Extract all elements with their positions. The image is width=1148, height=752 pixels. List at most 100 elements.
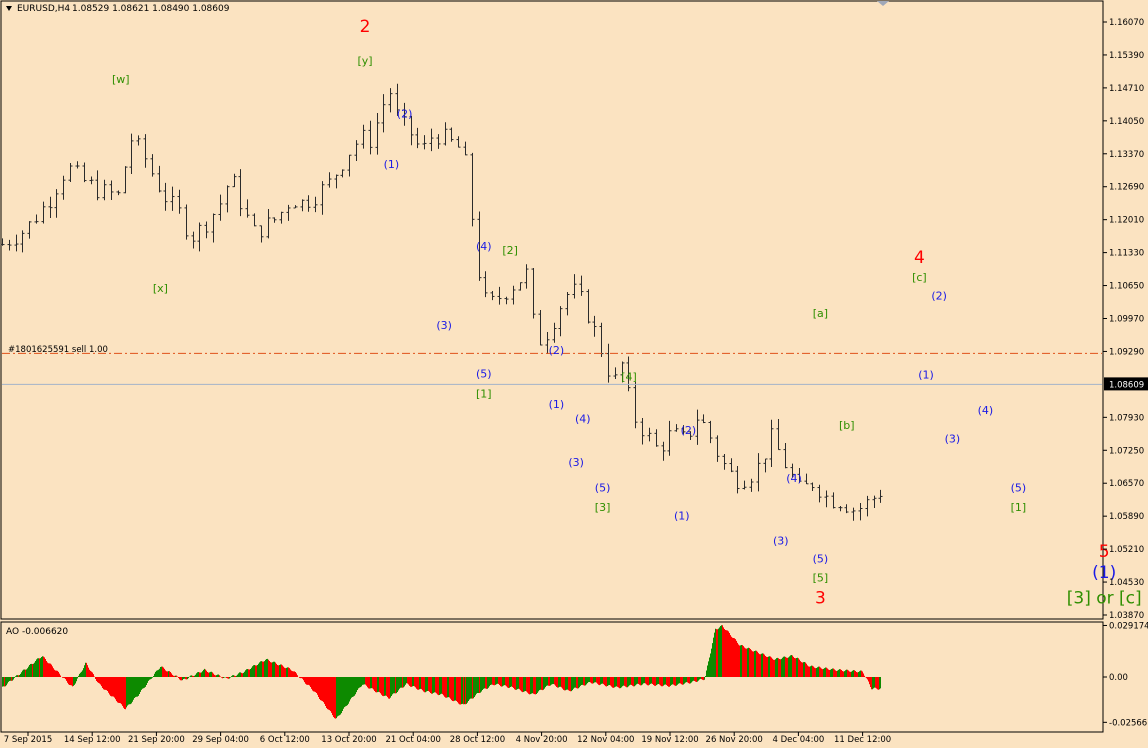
- time-tick-label: 29 Sep 04:00: [192, 735, 249, 745]
- ao-tick-label: 0.00: [1109, 673, 1128, 683]
- wave-label: [w]: [112, 73, 130, 86]
- ao-indicator-label: AO -0.006620: [6, 627, 68, 637]
- order-line-label: #1801625591 sell 1.00: [8, 345, 108, 355]
- current-price-label: 1.08609: [1109, 380, 1144, 390]
- price-tick-label: 1.04530: [1109, 578, 1144, 588]
- price-bar: [538, 310, 543, 346]
- price-bar: [14, 234, 19, 252]
- price-bar: [681, 425, 686, 435]
- price-bar: [116, 190, 121, 196]
- wave-label: [b]: [839, 419, 855, 432]
- price-bar: [184, 204, 189, 240]
- wave-label: (1): [674, 510, 690, 523]
- price-bar: [735, 465, 740, 494]
- price-tick-label: 1.09290: [1109, 347, 1144, 357]
- price-bar: [497, 286, 502, 305]
- price-bar: [375, 113, 380, 155]
- price-bar: [851, 507, 856, 521]
- price-tick-label: 1.15390: [1109, 51, 1144, 61]
- price-bar: [824, 490, 829, 508]
- wave-label: (5): [595, 481, 611, 494]
- price-bar: [579, 275, 584, 296]
- ao-axis: 0.029174 0.00 -0.02566: [1103, 621, 1148, 728]
- wave-label: [3]: [595, 501, 611, 514]
- price-tick-label: 1.13370: [1109, 150, 1144, 160]
- price-bar: [54, 189, 59, 218]
- price-bar: [586, 289, 591, 324]
- ohlc-values: 1.08529 1.08621 1.08490 1.08609: [72, 4, 230, 14]
- wave-label: (1): [384, 158, 400, 171]
- price-bar: [647, 427, 652, 442]
- ao-histogram: [2, 625, 881, 719]
- price-axis: 1.16070 1.15390 1.14710 1.14050 1.13370 1.126…: [1103, 18, 1144, 621]
- price-bar: [34, 214, 39, 224]
- price-panel-frame: [0, 0, 1104, 620]
- price-tick-label: 1.14050: [1109, 117, 1144, 127]
- time-tick-label: 21 Sep 20:00: [128, 735, 185, 745]
- price-bar: [756, 453, 761, 492]
- price-bar: [41, 201, 46, 224]
- price-bar: [449, 127, 454, 142]
- price-bar: [620, 361, 625, 383]
- wave-label: [y]: [357, 55, 372, 68]
- price-bar: [804, 473, 809, 485]
- price-bar: [477, 211, 482, 281]
- price-bar: [858, 503, 863, 521]
- price-bar: [197, 222, 202, 252]
- price-bar: [252, 213, 257, 227]
- price-bar: [402, 102, 407, 126]
- price-bar: [347, 154, 352, 177]
- price-bar: [75, 161, 80, 169]
- price-bar: [422, 135, 427, 150]
- wave-label: [x]: [153, 282, 168, 295]
- price-bar: [232, 173, 237, 188]
- price-bar: [306, 195, 311, 212]
- price-tick-label: 1.07250: [1109, 446, 1144, 456]
- price-bar: [456, 136, 461, 148]
- price-bar: [286, 204, 291, 221]
- price-bar: [633, 381, 638, 429]
- time-tick-label: 21 Oct 04:00: [385, 735, 440, 745]
- price-bar: [61, 175, 66, 200]
- price-bar: [654, 429, 659, 447]
- dropdown-arrow-icon[interactable]: [6, 6, 12, 11]
- wave-label: (3): [773, 534, 789, 547]
- price-bar: [20, 230, 25, 253]
- wave-label: (3): [568, 456, 584, 469]
- price-bar: [89, 176, 94, 185]
- time-axis: 7 Sep 2015 14 Sep 12:00 21 Sep 20:00 29 Sep…: [4, 732, 891, 745]
- price-bars: [0, 83, 883, 521]
- price-bar: [531, 267, 536, 319]
- price-bar: [463, 141, 468, 156]
- time-tick-label: 4 Dec 04:00: [773, 735, 825, 745]
- price-bar: [136, 135, 141, 146]
- price-bar: [674, 424, 679, 432]
- price-tick-label: 1.12690: [1109, 183, 1144, 193]
- price-bar: [667, 420, 672, 456]
- wave-label: [5]: [813, 572, 829, 585]
- wave-label: [4]: [621, 370, 637, 383]
- price-bar: [388, 88, 393, 113]
- price-bar: [266, 208, 271, 239]
- shift-marker-icon[interactable]: [877, 1, 889, 6]
- price-bar: [769, 419, 774, 467]
- price-bar: [354, 140, 359, 161]
- wave-label: (2): [681, 424, 697, 437]
- price-bar: [518, 282, 523, 291]
- price-bar: [817, 484, 822, 503]
- price-bar: [742, 480, 747, 490]
- price-tick-label: 1.03870: [1109, 611, 1144, 621]
- price-bar: [831, 492, 836, 509]
- price-bar: [613, 367, 618, 379]
- wave-label: (4): [786, 472, 802, 485]
- price-bar: [592, 315, 597, 337]
- time-tick-label: 7 Sep 2015: [4, 735, 52, 745]
- price-bar: [48, 196, 53, 218]
- price-bar: [729, 458, 734, 473]
- price-bar: [790, 463, 795, 478]
- price-bar: [415, 127, 420, 149]
- price-bar: [82, 162, 87, 183]
- price-bar: [245, 199, 250, 218]
- price-bar: [95, 170, 100, 201]
